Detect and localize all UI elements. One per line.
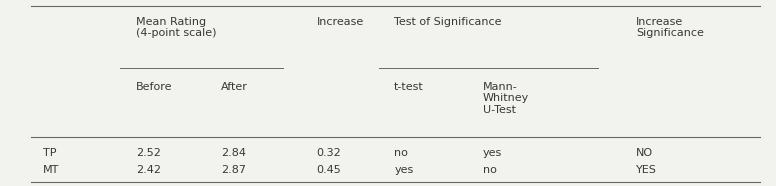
Text: Increase: Increase — [317, 17, 364, 27]
Text: Test of Significance: Test of Significance — [394, 17, 502, 27]
Text: YES: YES — [636, 165, 657, 175]
Text: 2.84: 2.84 — [221, 148, 246, 158]
Text: Increase
Significance: Increase Significance — [636, 17, 704, 38]
Text: Mann-
Whitney
U-Test: Mann- Whitney U-Test — [483, 82, 529, 115]
Text: yes: yes — [483, 148, 502, 158]
Text: 2.52: 2.52 — [136, 148, 161, 158]
Text: no: no — [394, 148, 408, 158]
Text: MT: MT — [43, 165, 59, 175]
Text: Mean Rating
(4-point scale): Mean Rating (4-point scale) — [136, 17, 217, 38]
Text: TP: TP — [43, 148, 56, 158]
Text: NO: NO — [636, 148, 653, 158]
Text: 0.32: 0.32 — [317, 148, 341, 158]
Text: 2.87: 2.87 — [221, 165, 246, 175]
Text: 0.45: 0.45 — [317, 165, 341, 175]
Text: After: After — [221, 82, 248, 92]
Text: yes: yes — [394, 165, 414, 175]
Text: t-test: t-test — [394, 82, 424, 92]
Text: Before: Before — [136, 82, 172, 92]
Text: no: no — [483, 165, 497, 175]
Text: 2.42: 2.42 — [136, 165, 161, 175]
